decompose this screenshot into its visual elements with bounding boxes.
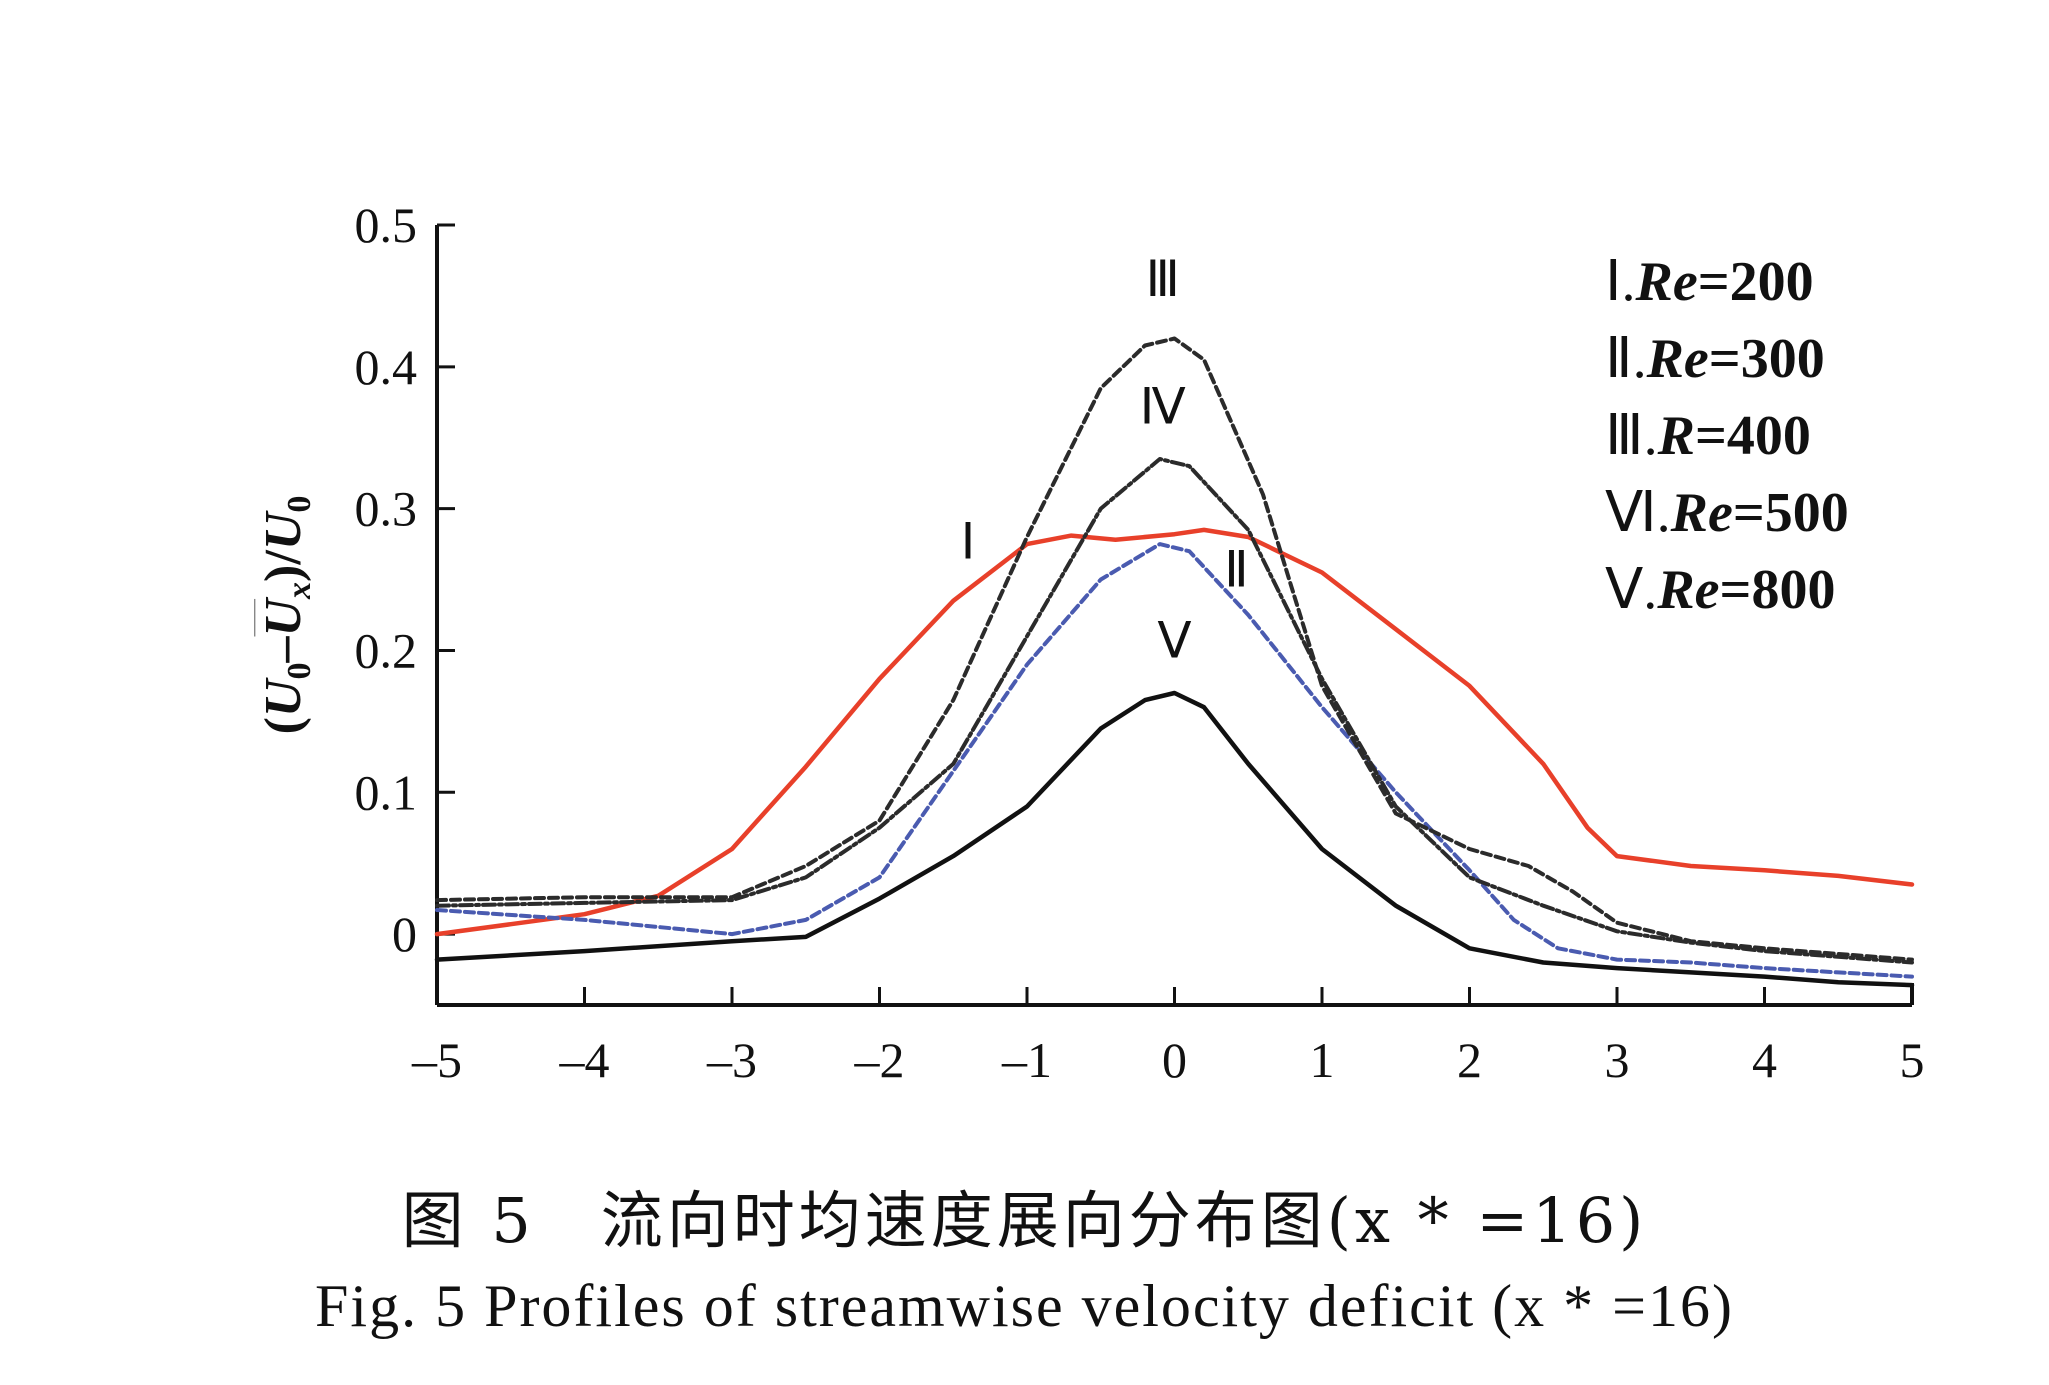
y-tick-label: 0.2 [355,622,418,678]
ylabel-subx: x [281,582,318,600]
legend-entry: Ⅲ.R=400 [1605,405,1811,467]
legend: Ⅰ.Re=200 Ⅱ.Re=300 Ⅲ.R=400 Ⅵ.Re=500 Ⅴ.Re=800 [1605,251,1849,621]
ticks: –5 –4 –3 –2 –1 0 1 2 3 4 5 0 0.1 0.2 0.3 0.4 0.5 [355,197,1925,1088]
ylabel-ubar: U [255,597,312,637]
x-tick-label: –5 [411,1032,462,1088]
legend-entry: Ⅱ.Re=300 [1605,328,1825,390]
x-tick-label: 3 [1605,1032,1630,1088]
x-tick-label: –1 [1001,1032,1052,1088]
series-layer [434,336,1915,988]
y-tick-label: 0.5 [355,197,418,253]
x-tick-label: –2 [854,1032,905,1088]
series-line-Ⅴ [434,690,1915,988]
y-axis-label: (U0–Ux)/U0 [255,496,318,735]
figure-caption-chinese: 图 5 流向时均速度展向分布图(x * =16) [401,1184,1648,1257]
series-line-Ⅱ [435,542,1914,979]
series-line-Ⅰ [434,527,1915,937]
legend-entry: Ⅴ.Re=800 [1605,559,1835,621]
ylabel-sub0: 0 [281,663,318,680]
figure-caption-english: Fig. 5 Profiles of streamwise velocity d… [315,1273,1734,1339]
x-tick-label: 1 [1310,1032,1335,1088]
ylabel-u: U [255,677,312,717]
y-tick-label: 0 [392,906,417,962]
legend-entry: Ⅵ.Re=500 [1605,482,1849,544]
svg-text:(U0–Ux)/U0: (U0–Ux)/U0 [255,496,318,735]
ylabel-close: )/ [255,550,312,582]
series-line-Ⅳ [435,457,1914,965]
legend-entry: Ⅰ.Re=200 [1605,251,1814,313]
y-tick-label: 0.1 [355,764,418,820]
curve-label-Ⅳ: Ⅳ [1140,379,1186,435]
x-tick-label: 4 [1752,1032,1777,1088]
curve-label-Ⅰ: Ⅰ [961,513,976,569]
ylabel-sub2: 0 [281,496,318,513]
x-tick-label: –3 [706,1032,757,1088]
x-tick-label: 0 [1162,1032,1187,1088]
ylabel-minus: – [255,636,312,664]
series-line-Ⅲ [435,336,1914,962]
curve-label-Ⅴ: Ⅴ [1157,613,1191,669]
curve-labels: Ⅰ Ⅱ Ⅲ Ⅳ Ⅴ [961,251,1249,669]
y-tick-label: 0.3 [355,481,418,537]
x-tick-label: 2 [1457,1032,1482,1088]
y-tick-label: 0.4 [355,339,418,395]
curve-label-Ⅱ: Ⅱ [1224,542,1249,598]
x-tick-label: –4 [559,1032,610,1088]
x-tick-label: 5 [1900,1032,1925,1088]
curve-label-Ⅲ: Ⅲ [1145,251,1179,307]
ylabel-u2: U [255,510,312,550]
ylabel-open: ( [255,717,312,734]
